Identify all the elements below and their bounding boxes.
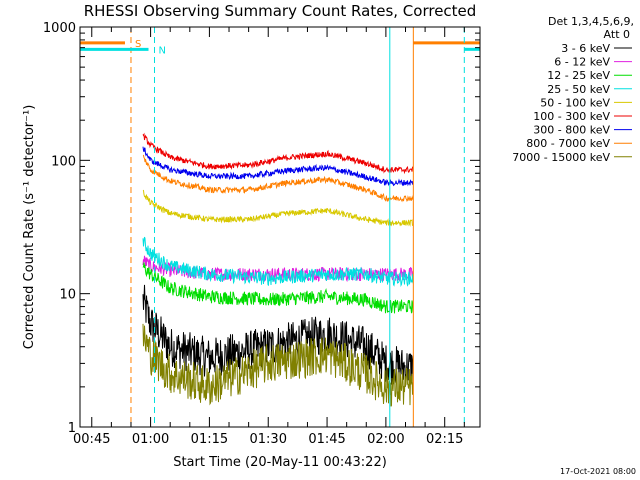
- x-tick-label-0: 00:45: [73, 432, 110, 447]
- annotation-label-0: S: [135, 39, 141, 50]
- series-line-7: [142, 154, 414, 203]
- chart-title: RHESSI Observing Summary Count Rates, Co…: [84, 2, 477, 20]
- legend-label-5: 100 - 300 keV: [533, 110, 610, 123]
- series-line-4: [142, 189, 414, 227]
- x-axis: 00:45 01:00 01:15 01:30 01:45 02:00 02:15: [73, 27, 465, 447]
- legend-label-8: 7000 - 15000 keV: [512, 151, 610, 164]
- y-axis-label: Corrected Count Rate (s⁻¹ detector⁻¹): [22, 105, 37, 350]
- legend-label-6: 300 - 800 keV: [533, 124, 610, 137]
- footer-timestamp: 17-Oct-2021 08:00: [560, 467, 636, 476]
- y-tick-label-0: 1: [68, 421, 76, 436]
- legend-label-2: 12 - 25 keV: [547, 69, 610, 82]
- x-axis-label: Start Time (20-May-11 00:43:22): [173, 455, 387, 470]
- legend-label-7: 800 - 7000 keV: [526, 137, 610, 150]
- series-line-8: [142, 323, 414, 407]
- plot-frame: [79, 26, 481, 428]
- x-tick-label-4: 01:45: [308, 432, 345, 447]
- y-tick-label-3: 1000: [43, 21, 76, 36]
- x-tick-label-1: 01:00: [132, 432, 169, 447]
- annotation-label-1: N: [159, 45, 166, 56]
- series-line-3: [142, 236, 414, 288]
- plot-area: SN: [80, 27, 480, 427]
- series-line-5: [142, 132, 414, 175]
- series-line-6: [142, 146, 414, 187]
- x-tick-label-6: 02:15: [426, 432, 463, 447]
- x-tick-label-5: 02:00: [367, 432, 404, 447]
- legend-label-4: 50 - 100 keV: [540, 96, 610, 109]
- y-tick-label-1: 10: [59, 288, 76, 303]
- y-axis: 1 10 100 1000: [43, 21, 480, 436]
- legend-header-line-2: Att 0: [604, 28, 630, 41]
- legend-label-1: 6 - 12 keV: [554, 56, 610, 69]
- x-tick-label-2: 01:15: [191, 432, 228, 447]
- series-line-2: [142, 262, 414, 314]
- legend-header-line-1: Det 1,3,4,5,6,9,: [548, 15, 634, 28]
- legend-label-0: 3 - 6 keV: [561, 42, 610, 55]
- x-tick-label-3: 01:30: [250, 432, 287, 447]
- legend-label-3: 25 - 50 keV: [547, 83, 610, 96]
- y-tick-label-2: 100: [51, 154, 76, 169]
